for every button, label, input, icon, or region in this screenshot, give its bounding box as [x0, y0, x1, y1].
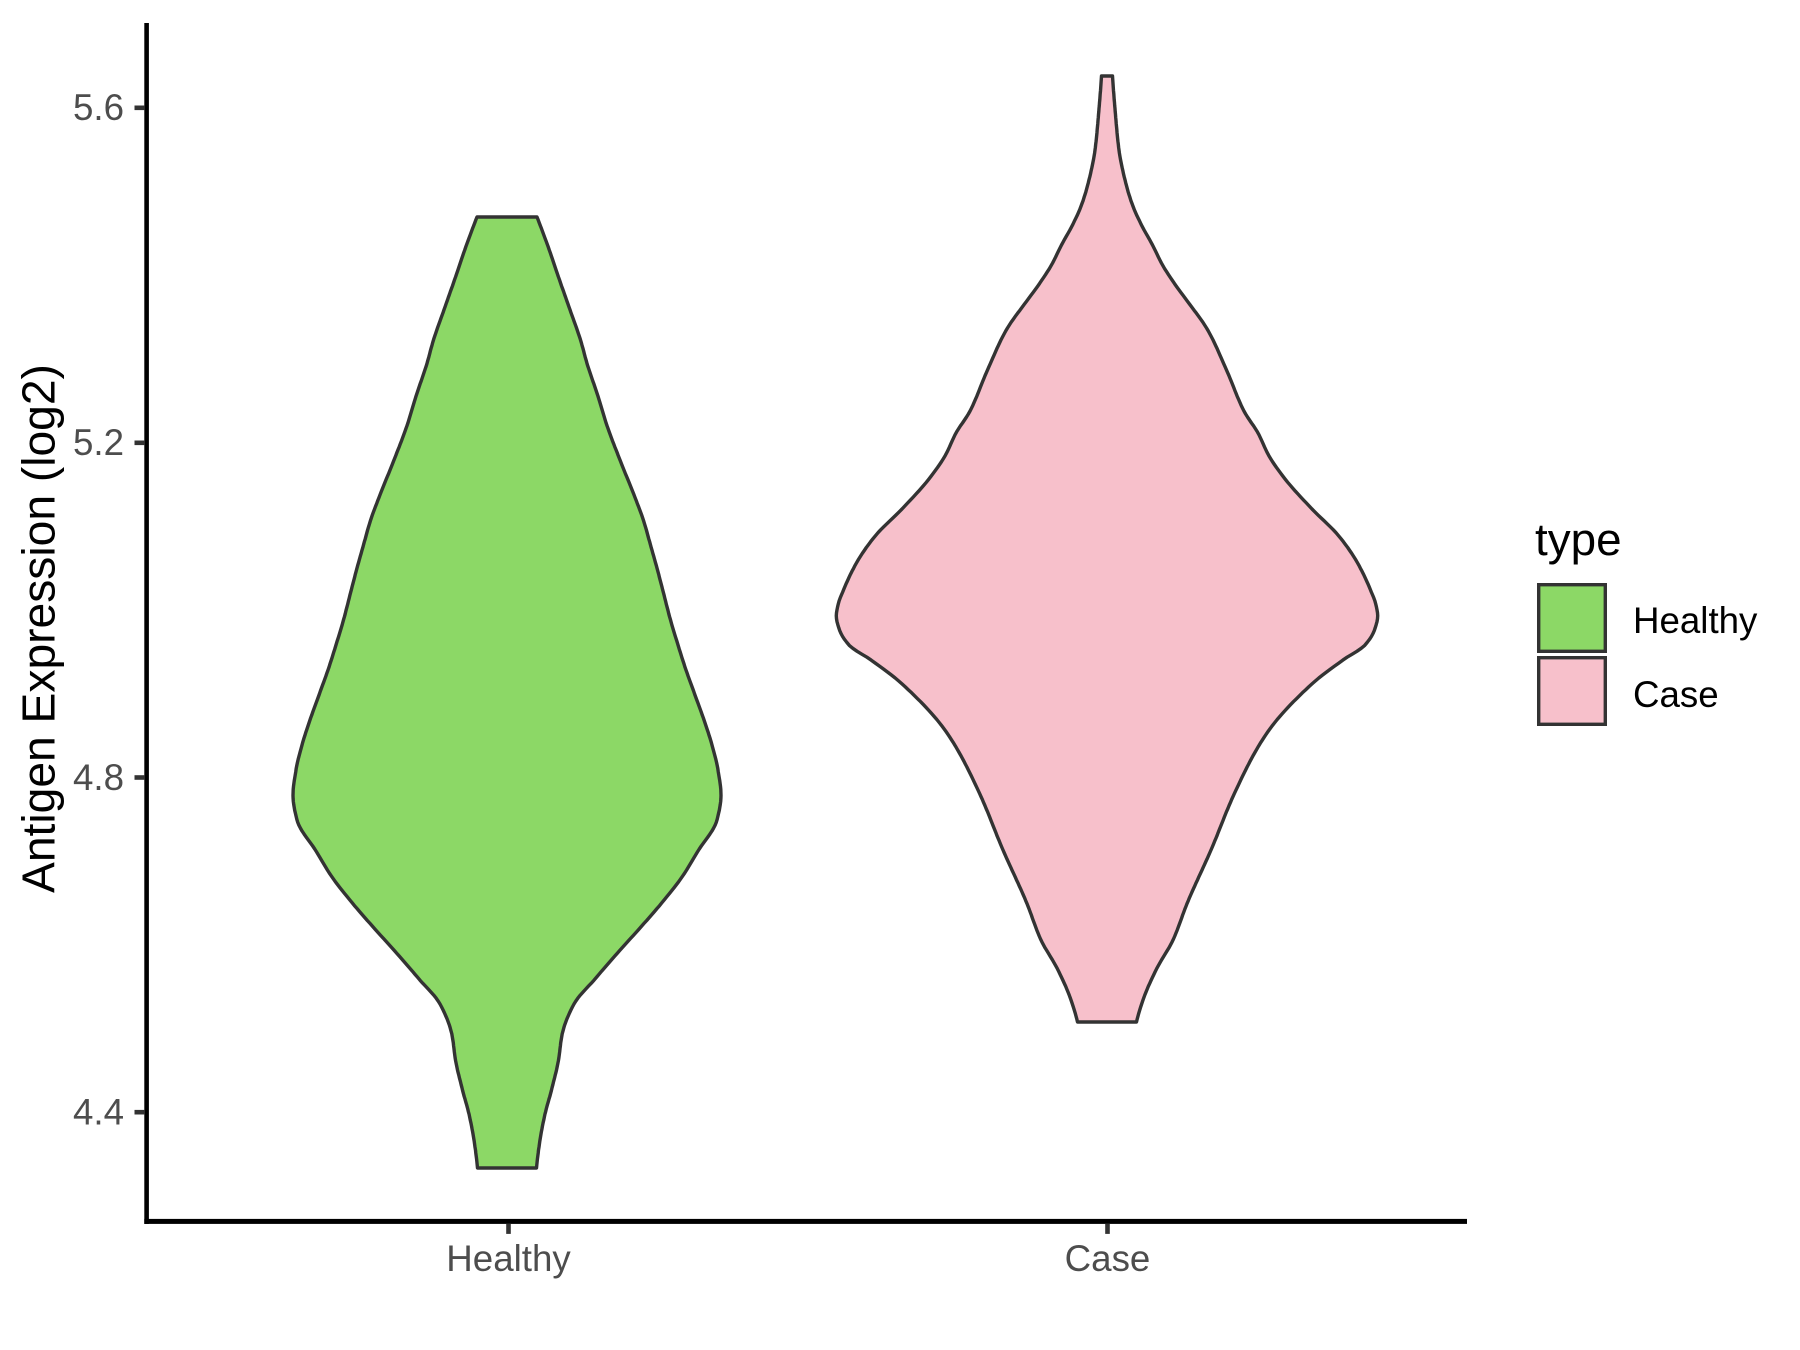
svg-text:Healthy: Healthy	[446, 1238, 571, 1279]
svg-text:5.6: 5.6	[73, 87, 124, 128]
svg-text:type: type	[1535, 514, 1622, 565]
svg-text:Healthy: Healthy	[1633, 600, 1758, 641]
svg-text:Antigen Expression (log2): Antigen Expression (log2)	[13, 364, 65, 893]
svg-text:Case: Case	[1633, 674, 1719, 715]
svg-text:5.2: 5.2	[73, 422, 124, 463]
svg-text:4.8: 4.8	[73, 757, 124, 798]
svg-text:4.4: 4.4	[73, 1092, 124, 1133]
svg-text:Case: Case	[1065, 1238, 1151, 1279]
